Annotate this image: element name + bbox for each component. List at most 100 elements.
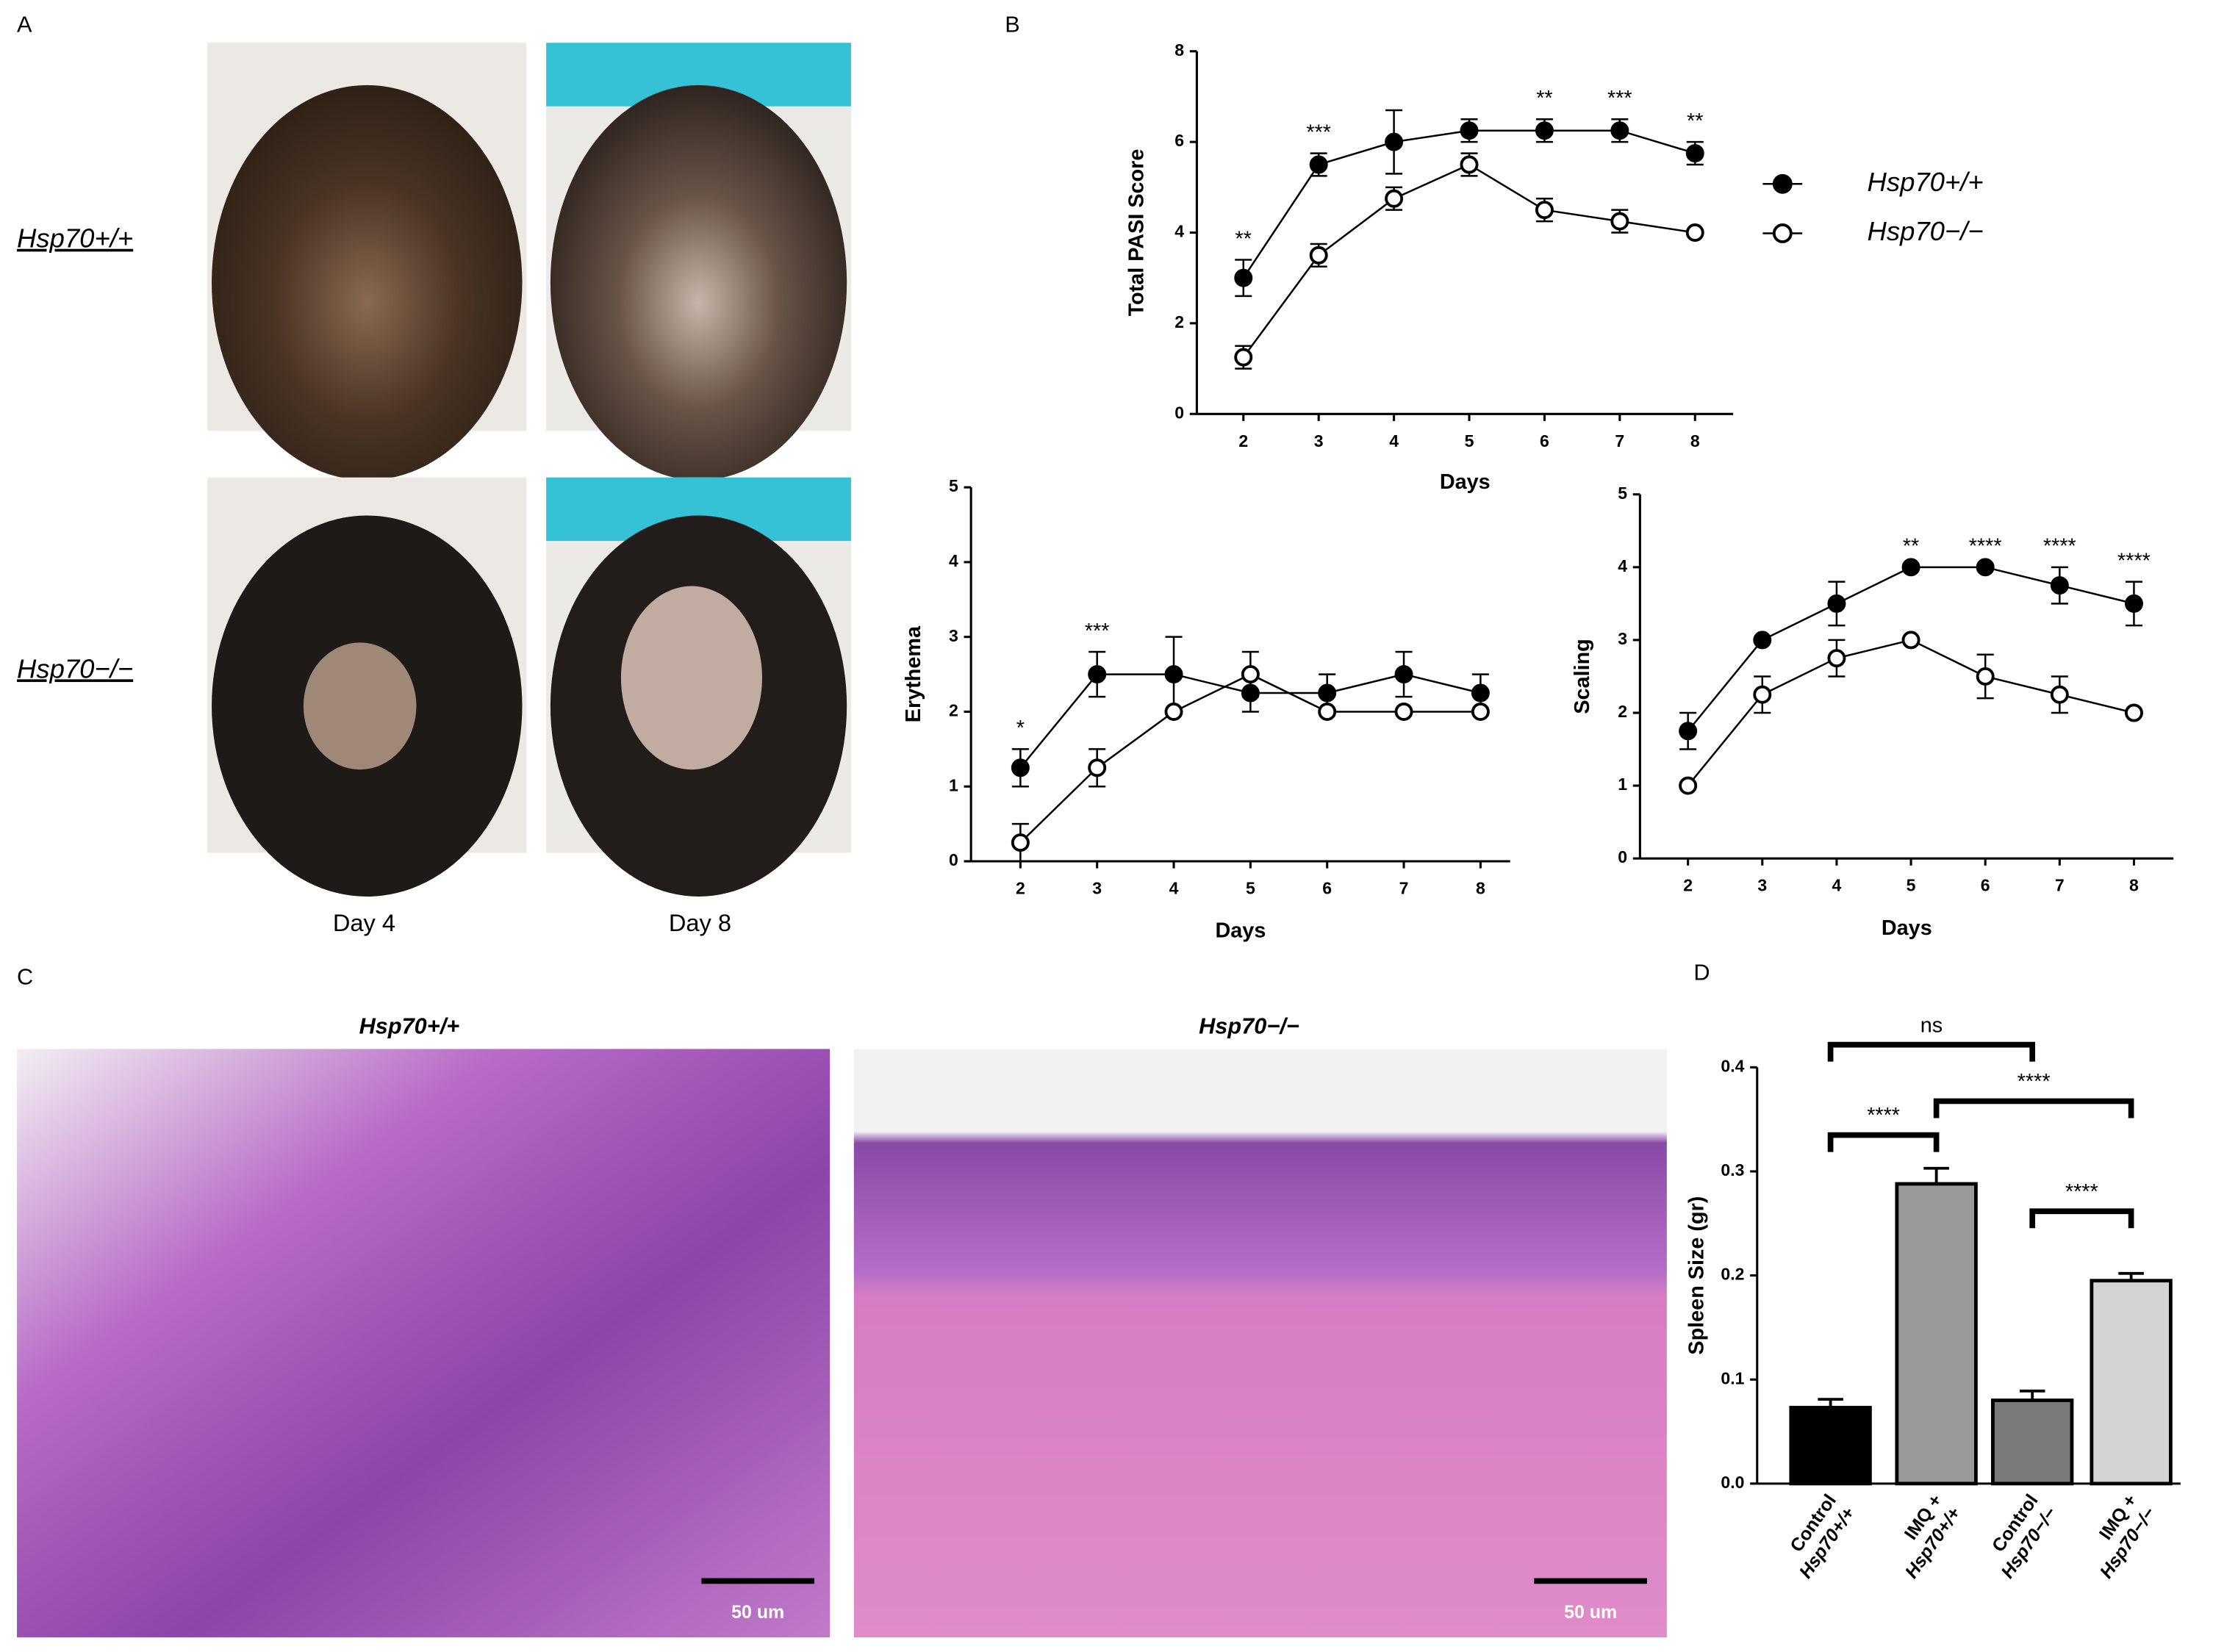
y-tick-label: 0 (949, 850, 958, 869)
x-tick-label: 8 (2129, 876, 2139, 895)
marker (1011, 758, 1030, 777)
marker (1394, 702, 1413, 721)
x-tick-label: 5 (1246, 879, 1255, 898)
marker (1976, 558, 1995, 577)
bar (1789, 1406, 1872, 1486)
y-tick-label: 0.4 (1721, 1056, 1744, 1075)
comparison-label: ns (1920, 1013, 1943, 1037)
y-tick-label: 1 (949, 775, 958, 794)
x-tick-label: 6 (1981, 876, 1990, 895)
marker (2124, 594, 2143, 613)
column-label: Day 4 (333, 909, 395, 936)
x-tick-label: 8 (1690, 431, 1700, 450)
marker (1385, 132, 1404, 151)
marker (1164, 702, 1183, 721)
x-tick-label: 6 (1322, 879, 1332, 898)
bar (1991, 1398, 2074, 1486)
marker (1318, 683, 1337, 703)
x-tick-label: IMQ +Hsp70+/+ (1882, 1490, 1965, 1582)
marker (1471, 702, 1490, 721)
comparison-bracket (1933, 1098, 2134, 1118)
y-tick-label: 0 (1618, 847, 1627, 866)
marker (1685, 144, 1704, 163)
x-tick-label: 8 (1476, 879, 1485, 898)
y-tick-label: 3 (1618, 629, 1627, 648)
histology-image (17, 1049, 1667, 1638)
panel-label: D (1693, 960, 1710, 985)
x-tick-label: ControlHsp70+/+ (1776, 1490, 1859, 1582)
panel-label: C (17, 963, 33, 989)
y-tick-label: 0.3 (1721, 1160, 1744, 1179)
marker (1535, 201, 1554, 220)
y-tick-label: 3 (949, 626, 958, 645)
marker (1679, 776, 1698, 795)
marker (2124, 703, 2143, 722)
legend-label: Hsp70−/− (1868, 216, 1984, 246)
legend-marker (1772, 173, 1793, 194)
marker (1753, 631, 1772, 650)
x-tick-label: 7 (1615, 431, 1624, 450)
significance-label: *** (1607, 87, 1632, 110)
histology-title: Hsp70+/+ (359, 1013, 460, 1039)
panel-label: A (17, 11, 32, 37)
y-tick-label: 8 (1174, 40, 1184, 60)
legend-marker (1772, 223, 1793, 243)
marker (2050, 576, 2069, 595)
marker (1394, 665, 1413, 684)
significance-label: **** (1969, 535, 2002, 559)
y-tick-label: 0.2 (1721, 1265, 1744, 1284)
series-line (1242, 163, 1696, 358)
x-tick-label: 5 (1465, 431, 1474, 450)
marker (1901, 631, 1920, 650)
histology-title: Hsp70−/− (1199, 1013, 1299, 1039)
x-tick-label: 6 (1540, 431, 1549, 450)
y-tick-label: 2 (1174, 312, 1184, 331)
marker (1976, 667, 1995, 686)
y-tick-label: 2 (949, 701, 958, 720)
x-tick-label: 5 (1907, 876, 1916, 895)
comparison-bracket (2029, 1208, 2134, 1229)
y-tick-label: 4 (1618, 556, 1627, 575)
y-axis-label: Scaling (1571, 639, 1594, 714)
y-tick-label: 0.1 (1721, 1368, 1744, 1387)
x-tick-label: 4 (1389, 431, 1399, 450)
x-tick-label: IMQ +Hsp70−/− (2077, 1490, 2159, 1582)
comparison-label: **** (2017, 1070, 2051, 1093)
y-tick-label: 5 (1618, 484, 1627, 503)
bar (1895, 1182, 1978, 1486)
x-axis-label: Days (1440, 470, 1491, 494)
y-tick-label: 1 (1618, 775, 1627, 794)
significance-label: * (1016, 717, 1025, 740)
scale-bar-label: 50 um (731, 1602, 784, 1623)
photo (207, 43, 851, 897)
panel-label: B (1005, 11, 1020, 37)
column-label: Day 8 (669, 909, 731, 936)
x-tick-label: 4 (1169, 879, 1179, 898)
y-axis-label: Total PASI Score (1125, 149, 1148, 317)
marker (1164, 665, 1183, 684)
marker (1234, 268, 1253, 287)
x-tick-label: 7 (1399, 879, 1409, 898)
marker (1827, 649, 1846, 668)
x-axis-label: Days (1882, 916, 1932, 940)
scale-bar-label: 50 um (1564, 1602, 1617, 1623)
row-label: Hsp70+/+ (17, 223, 133, 254)
marker (1610, 121, 1629, 140)
marker (1241, 665, 1260, 684)
marker (1827, 594, 1846, 613)
marker (1679, 722, 1698, 741)
marker (1309, 245, 1328, 265)
x-tick-label: 3 (1092, 879, 1102, 898)
comparison-bracket (1827, 1132, 1940, 1152)
marker (1753, 685, 1772, 704)
error-bar (1923, 1166, 1949, 1184)
y-tick-label: 0.0 (1721, 1473, 1744, 1492)
marker (1318, 702, 1337, 721)
y-tick-label: 5 (949, 476, 958, 495)
marker (1460, 121, 1479, 140)
bar (2090, 1279, 2173, 1486)
marker (1685, 223, 1704, 243)
significance-label: ** (1536, 87, 1552, 110)
y-tick-label: 6 (1174, 131, 1184, 150)
